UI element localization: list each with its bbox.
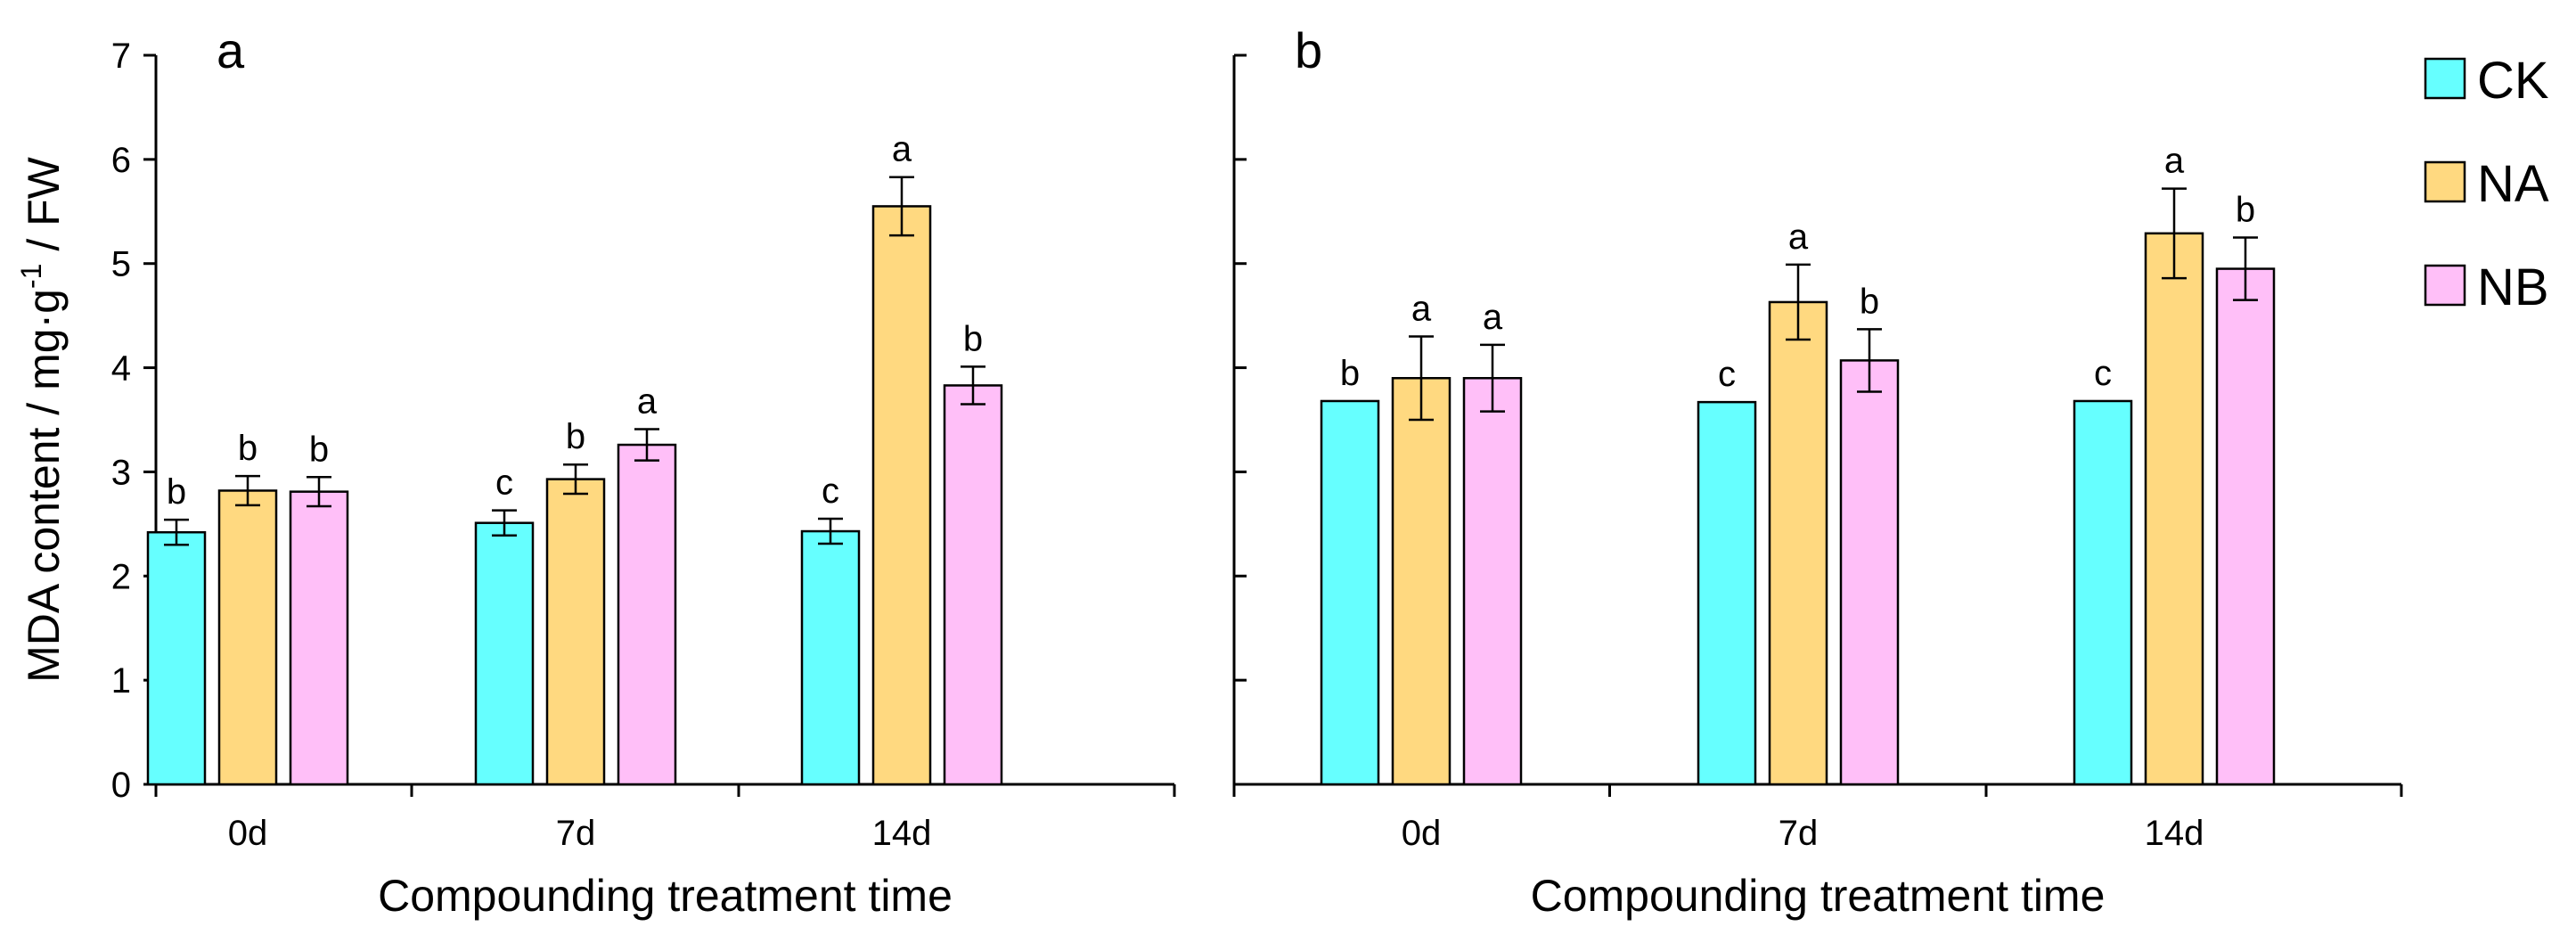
bar-ck [2073, 399, 2133, 786]
bar-na [871, 205, 932, 786]
y-tick-label: 3 [111, 453, 131, 492]
x-tick-label: 0d [228, 814, 268, 853]
bar-ck [800, 529, 861, 786]
x-tick-label: 14d [2145, 814, 2204, 853]
significance-letter: b [1860, 282, 1879, 321]
significance-letter: b [238, 429, 258, 468]
significance-letter: b [1340, 354, 1360, 393]
x-tick-label: 14d [872, 814, 932, 853]
bar-na [545, 478, 606, 786]
bar-na [217, 489, 278, 786]
y-tick-label: 0 [111, 766, 131, 805]
legend-swatch-ck [2424, 57, 2466, 100]
bar-nb [617, 443, 677, 786]
bar-nb [1839, 359, 1900, 786]
y-tick-label: 1 [111, 661, 131, 701]
significance-letter: c [495, 463, 513, 503]
significance-letter: b [2236, 191, 2255, 230]
significance-letter: b [167, 472, 186, 512]
significance-letter: b [963, 319, 983, 358]
significance-letter: a [892, 130, 912, 169]
bar-nb [289, 490, 349, 786]
panel-label: a [217, 22, 245, 78]
legend-label-ck: CK [2477, 52, 2549, 110]
significance-letter: b [309, 430, 329, 469]
bar-nb [1462, 377, 1523, 786]
legend-label-na: NA [2477, 155, 2549, 213]
y-tick-label: 7 [111, 37, 131, 76]
significance-letter: c [822, 471, 839, 511]
panel-a: 0 1 2 3 4 5 6 7 0d 7d 14d Compounding treatment tim… [111, 22, 1176, 921]
legend-label-nb: NB [2477, 258, 2549, 316]
significance-letter: c [2094, 354, 2112, 393]
significance-letter: a [637, 382, 658, 422]
x-tick-label: 0d [1402, 814, 1442, 853]
x-tick-label: 7d [1779, 814, 1819, 853]
bar-ck [146, 530, 207, 786]
bar-na [2144, 232, 2204, 786]
panel-label: b [1295, 22, 1322, 78]
legend: CK NA NB [2424, 52, 2549, 316]
x-tick-label: 7d [556, 814, 596, 853]
x-axis-title: Compounding treatment time [378, 871, 953, 921]
y-tick-label: 4 [111, 349, 131, 389]
bar-ck [1320, 399, 1380, 786]
y-tick-label: 5 [111, 245, 131, 284]
x-axis-title: Compounding treatment time [1531, 871, 2106, 921]
significance-letter: a [1411, 290, 1432, 329]
bar-nb [943, 384, 1003, 786]
significance-letter: a [2164, 142, 2185, 181]
bar-ck [1697, 400, 1757, 786]
legend-swatch-na [2424, 160, 2466, 203]
y-axis-title: MDA content / mg·g-1 / FW [15, 156, 69, 683]
bar-ck [474, 521, 535, 786]
panel-b: 0d 7d 14d Compounding treatment time b b c c a a a… [1232, 22, 2403, 921]
significance-letter: b [566, 417, 585, 456]
bar-na [1391, 377, 1452, 786]
y-tick-label: 6 [111, 141, 131, 180]
bar-na [1768, 300, 1828, 786]
significance-letter: a [1483, 298, 1503, 337]
significance-letter: a [1788, 217, 1809, 257]
y-tick-label: 2 [111, 557, 131, 596]
significance-letter: c [1718, 355, 1736, 394]
bar-nb [2215, 267, 2276, 786]
legend-swatch-nb [2424, 264, 2466, 307]
